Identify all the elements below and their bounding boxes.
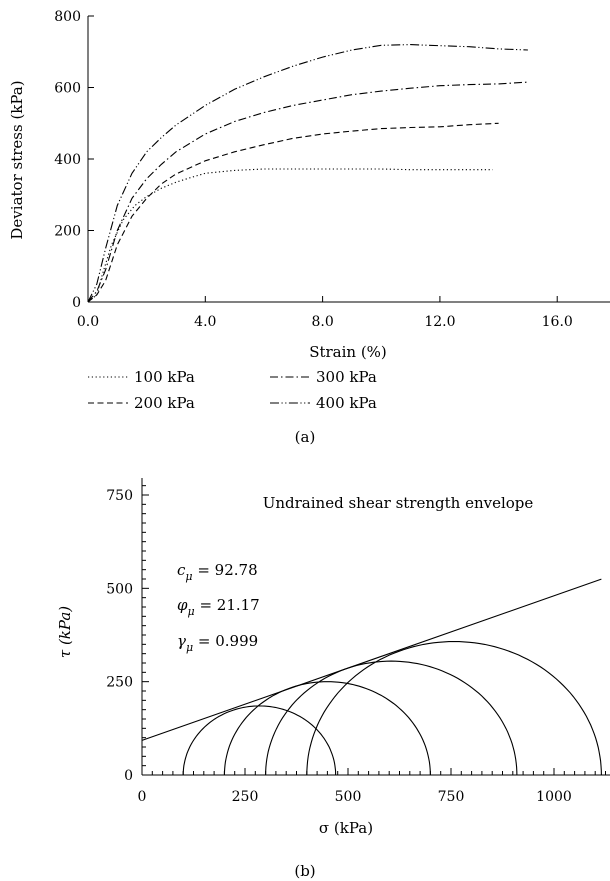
- panel-b-plot: [141, 578, 602, 776]
- stress-strain-chart: Deviator stress (kPa) Strain (%) 0 200 400…: [8, 9, 610, 446]
- annotation-symbol: c: [177, 561, 186, 579]
- panel-b-y-tick-label: 250: [106, 675, 133, 691]
- annotation-symbol: φ: [177, 596, 188, 614]
- series-line-3: [87, 81, 528, 303]
- panel-a-y-tick-label: 400: [54, 152, 81, 168]
- panel-b-xlabel-text: σ (kPa): [319, 819, 373, 837]
- panel-b-title: Undrained shear strength envelope: [263, 494, 534, 512]
- legend-label-3: 300 kPa: [316, 368, 377, 386]
- panel-b-x-tick-label: 1000: [536, 789, 572, 805]
- panel-a-y-tick-label: 0: [72, 295, 81, 311]
- mohr-circle-1: [182, 705, 337, 775]
- panel-b-y-tick-label: 500: [106, 581, 133, 597]
- panel-a-x-tick-label: 12.0: [424, 314, 455, 330]
- annotation-value: = 0.999: [193, 632, 258, 650]
- panel-a-x-tick-label: 0.0: [77, 314, 99, 330]
- panel-a-ylabel: Deviator stress (kPa): [8, 80, 26, 239]
- mohr-circle-3: [265, 660, 518, 776]
- series-line-2: [87, 122, 499, 303]
- panel-a-y-tick-label: 600: [54, 81, 81, 97]
- mohr-circle-chart: Undrained shear strength envelope τ (kPa…: [56, 478, 610, 880]
- panel-a-y-tick-label: 200: [54, 224, 81, 240]
- annotation-value: = 21.17: [195, 596, 260, 614]
- panel-b-axes: 0250500750025050075010001250: [106, 478, 610, 805]
- legend-label-4: 400 kPa: [316, 394, 377, 412]
- annotation-2: φμ = 21.17: [177, 596, 260, 618]
- mohr-circle-2: [223, 681, 431, 776]
- panel-b-label: (b): [294, 862, 315, 880]
- panel-a-x-tick-label: 8.0: [311, 314, 333, 330]
- mohr-circle-4: [306, 640, 602, 776]
- panel-b-y-tick-label: 750: [106, 488, 133, 504]
- series-line-1: [87, 168, 493, 303]
- panel-b-ylabel-symbol: τ (kPa): [56, 606, 74, 658]
- panel-b-ylabel: τ (kPa): [56, 606, 74, 658]
- annotation-symbol: γ: [177, 632, 186, 650]
- panel-b-x-tick-label: 500: [335, 789, 362, 805]
- panel-a-axes: 0 200 400 600 800 0.0 4.0 8.0 12.0 16.0: [54, 9, 610, 330]
- annotation-value: = 92.78: [193, 561, 258, 579]
- annotation-subscript: μ: [185, 570, 192, 583]
- annotation-subscript: μ: [188, 605, 195, 618]
- panel-a-xlabel: Strain (%): [309, 343, 387, 361]
- panel-a-x-tick-label: 16.0: [542, 314, 573, 330]
- panel-b-y-tick-label: 0: [124, 768, 133, 784]
- panel-b-xlabel: σ (kPa): [319, 819, 373, 837]
- annotation-1: cμ = 92.78: [177, 561, 258, 583]
- panel-a-label: (a): [295, 428, 316, 446]
- legend-label-1: 100 kPa: [134, 368, 195, 386]
- panel-b-x-tick-label: 0: [138, 789, 147, 805]
- legend-label-2: 200 kPa: [134, 394, 195, 412]
- panel-b-x-tick-label: 750: [438, 789, 465, 805]
- annotation-3: γμ = 0.999: [177, 632, 258, 654]
- panel-a-x-tick-label: 4.0: [194, 314, 216, 330]
- panel-a-y-tick-label: 800: [54, 9, 81, 25]
- strength-envelope-line: [141, 578, 602, 741]
- panel-b-x-tick-label: 250: [232, 789, 259, 805]
- series-line-4: [87, 44, 528, 303]
- panel-a-series: [87, 44, 528, 303]
- annotation-subscript: μ: [186, 641, 193, 654]
- panel-a-legend: 100 kPa 200 kPa 300 kPa 400 kPa: [88, 368, 377, 412]
